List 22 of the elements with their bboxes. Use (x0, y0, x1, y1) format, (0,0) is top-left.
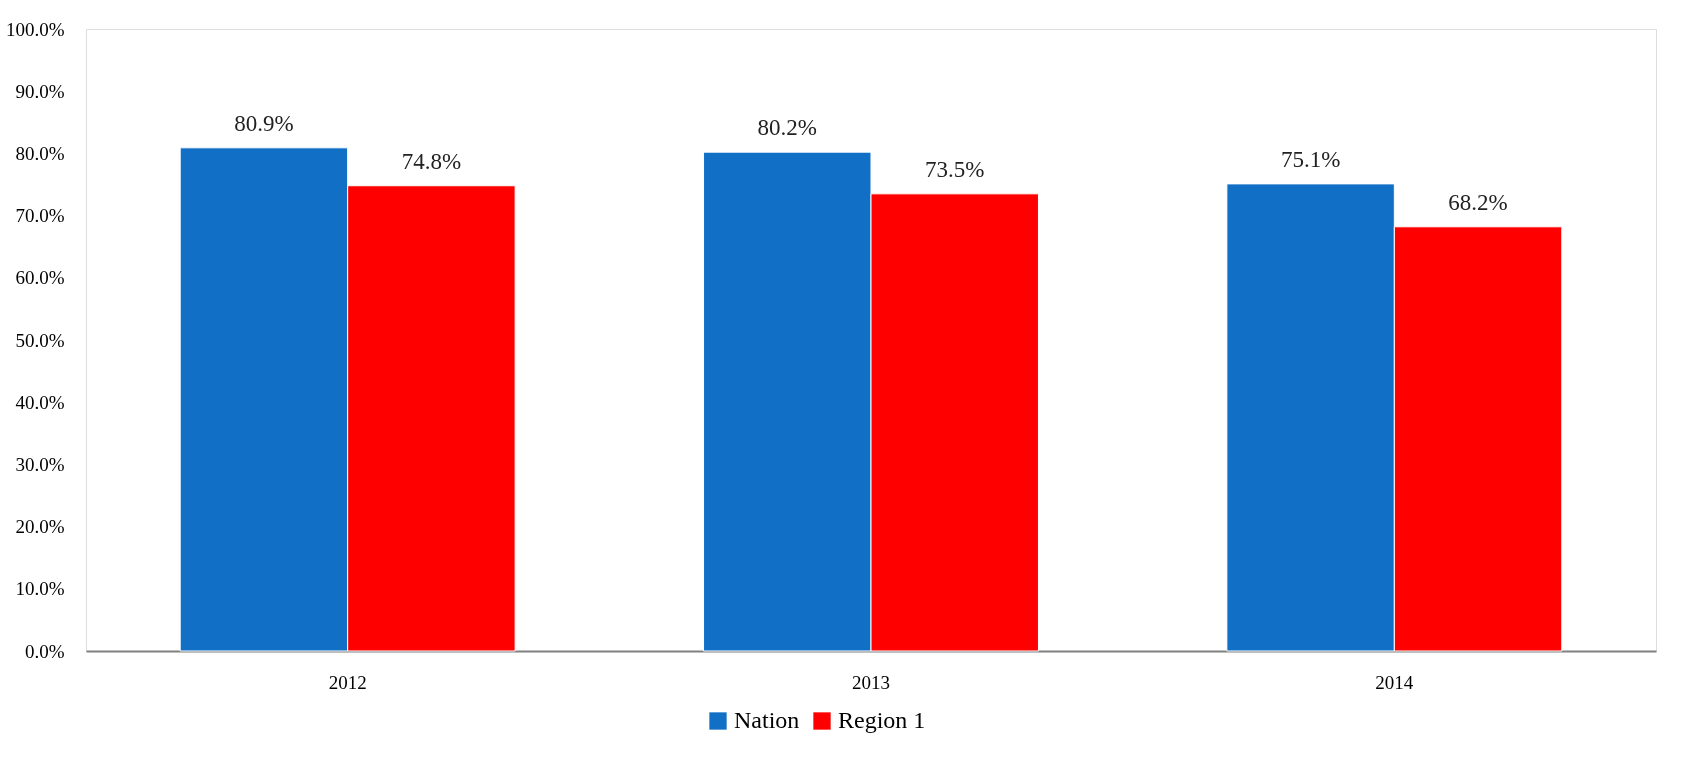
data-label: 80.9% (234, 110, 294, 136)
y-tick-label: 90.0% (15, 80, 65, 102)
x-tick-label: 2014 (1375, 671, 1414, 693)
y-tick-label: 80.0% (15, 142, 65, 164)
y-tick-label: 70.0% (15, 205, 65, 227)
legend-label: Region 1 (838, 707, 926, 733)
data-label: 75.1% (1280, 146, 1341, 172)
y-tick-label: 100.0% (5, 18, 65, 40)
data-label: 74.8% (401, 148, 462, 174)
data-label: 80.2% (757, 115, 817, 141)
data-label: 73.5% (925, 156, 985, 182)
y-tick-label: 60.0% (15, 267, 65, 289)
y-tick-label: 30.0% (15, 453, 65, 475)
x-tick-label: 2012 (328, 671, 367, 693)
y-tick-label: 40.0% (15, 391, 65, 413)
legend-label: Nation (734, 707, 800, 733)
y-tick-label: 0.0% (24, 640, 65, 662)
x-tick-label: 2013 (852, 671, 890, 693)
y-tick-label: 50.0% (15, 329, 65, 351)
y-tick-label: 10.0% (15, 578, 65, 600)
y-tick-label: 20.0% (15, 516, 65, 538)
data-label: 68.2% (1448, 189, 1508, 215)
